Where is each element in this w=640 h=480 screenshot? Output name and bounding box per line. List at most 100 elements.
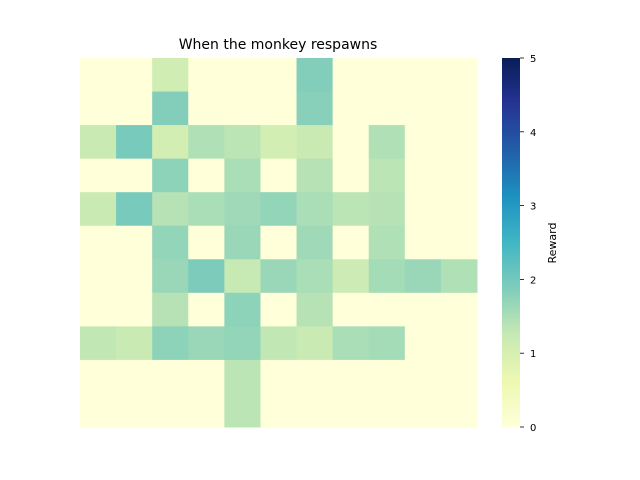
heatmap-cell-r0-c4 (224, 58, 261, 93)
heatmap-cell-r8-c7 (332, 326, 370, 361)
heatmap-cell-r5-c8 (368, 225, 406, 260)
heatmap-cell-r4-c2 (152, 192, 189, 227)
heatmap-cell-r3-c3 (188, 158, 225, 193)
heatmap-cell-r4-c3 (188, 192, 225, 227)
heatmap-cell-r5-c5 (260, 225, 298, 260)
heatmap-cell-r6-c5 (260, 259, 298, 294)
heatmap-cell-r1-c10 (440, 91, 478, 126)
heatmap-cell-r5-c1 (116, 225, 153, 260)
heatmap-cell-r4-c1 (116, 192, 153, 227)
heatmap-cell-r7-c8 (368, 292, 406, 327)
heatmap-cell-r6-c10 (440, 259, 478, 294)
heatmap-cell-r10-c8 (368, 393, 406, 428)
heatmap-cell-r5-c4 (224, 225, 261, 260)
heatmap-cell-r7-c7 (332, 292, 370, 327)
heatmap-cell-r9-c0 (80, 359, 117, 394)
heatmap-cell-r2-c8 (368, 125, 406, 160)
heatmap-cell-r5-c10 (440, 225, 478, 260)
heatmap-cell-r3-c7 (332, 158, 370, 193)
heatmap-cell-r3-c1 (116, 158, 153, 193)
heatmap-cell-r6-c3 (188, 259, 225, 294)
heatmap-cell-r3-c9 (404, 158, 442, 193)
heatmap-cell-r0-c5 (260, 58, 298, 93)
heatmap-cell-r3-c4 (224, 158, 261, 193)
heatmap-cell-r2-c9 (404, 125, 442, 160)
heatmap-cell-r2-c4 (224, 125, 261, 160)
colorbar-tick-label-1: 1 (530, 349, 536, 360)
heatmap-cell-r2-c3 (188, 125, 225, 160)
heatmap-cell-r2-c10 (440, 125, 478, 160)
heatmap-cell-r10-c1 (116, 393, 153, 428)
heatmap-cell-r4-c6 (296, 192, 334, 227)
heatmap-cell-r7-c0 (80, 292, 117, 327)
heatmap-cell-r10-c5 (260, 393, 298, 428)
heatmap-cell-r3-c8 (368, 158, 406, 193)
heatmap-cell-r0-c9 (404, 58, 442, 93)
colorbar-label: Reward (546, 223, 559, 264)
heatmap-cell-r6-c2 (152, 259, 189, 294)
heatmap-cell-r0-c0 (80, 58, 117, 93)
heatmap-cell-r0-c1 (116, 58, 153, 93)
colorbar-gradient (502, 58, 520, 427)
heatmap-cell-r2-c0 (80, 125, 117, 160)
heatmap-cell-r9-c4 (224, 359, 261, 394)
heatmap-cell-r6-c6 (296, 259, 334, 294)
heatmap-cell-r2-c1 (116, 125, 153, 160)
heatmap-cell-r8-c6 (296, 326, 334, 361)
heatmap-cell-r6-c0 (80, 259, 117, 294)
heatmap-cell-r4-c8 (368, 192, 406, 227)
heatmap-cell-r7-c9 (404, 292, 442, 327)
heatmap-cell-r1-c9 (404, 91, 442, 126)
heatmap-cell-r6-c7 (332, 259, 370, 294)
heatmap-cell-r7-c6 (296, 292, 334, 327)
colorbar-tick-label-0: 0 (530, 423, 536, 434)
heatmap-cell-r9-c5 (260, 359, 298, 394)
heatmap-cell-r9-c1 (116, 359, 153, 394)
heatmap-cell-r9-c9 (404, 359, 442, 394)
heatmap-cell-r9-c7 (332, 359, 370, 394)
heatmap-cell-r8-c10 (440, 326, 478, 361)
heatmap-cell-r10-c9 (404, 393, 442, 428)
heatmap-cell-r1-c2 (152, 91, 189, 126)
heatmap-cell-r2-c5 (260, 125, 298, 160)
heatmap-cell-r1-c8 (368, 91, 406, 126)
heatmap-cell-r8-c2 (152, 326, 189, 361)
heatmap-cell-r4-c0 (80, 192, 117, 227)
heatmap-cell-r4-c7 (332, 192, 370, 227)
heatmap-cell-r1-c1 (116, 91, 153, 126)
heatmap-cell-r1-c7 (332, 91, 370, 126)
heatmap-cell-r6-c1 (116, 259, 153, 294)
heatmap-cell-r4-c5 (260, 192, 298, 227)
heatmap-cell-r10-c0 (80, 393, 117, 428)
heatmap-cell-r7-c2 (152, 292, 189, 327)
heatmap-cell-r8-c0 (80, 326, 117, 361)
heatmap-cell-r10-c3 (188, 393, 225, 428)
heatmap-cell-r1-c5 (260, 91, 298, 126)
heatmap-cell-r9-c6 (296, 359, 334, 394)
heatmap-cell-r8-c4 (224, 326, 261, 361)
heatmap-cell-r7-c4 (224, 292, 261, 327)
heatmap-cell-r10-c10 (440, 393, 478, 428)
chart-title: When the monkey respawns (179, 37, 378, 53)
heatmap-cell-r10-c4 (224, 393, 261, 428)
heatmap-cell-r5-c3 (188, 225, 225, 260)
heatmap-cell-r7-c10 (440, 292, 478, 327)
heatmap-cells (80, 58, 478, 428)
heatmap-cell-r5-c0 (80, 225, 117, 260)
heatmap-cell-r3-c5 (260, 158, 298, 193)
heatmap-cell-r4-c10 (440, 192, 478, 227)
colorbar-tick-label-4: 4 (530, 128, 536, 139)
heatmap-cell-r3-c10 (440, 158, 478, 193)
heatmap-cell-r0-c6 (296, 58, 334, 93)
heatmap-cell-r2-c6 (296, 125, 334, 160)
heatmap-cell-r2-c2 (152, 125, 189, 160)
heatmap-cell-r5-c6 (296, 225, 334, 260)
heatmap-cell-r1-c4 (224, 91, 261, 126)
heatmap-cell-r3-c0 (80, 158, 117, 193)
heatmap-cell-r7-c3 (188, 292, 225, 327)
heatmap-cell-r5-c7 (332, 225, 370, 260)
colorbar-tick-label-3: 3 (530, 202, 536, 213)
heatmap-cell-r10-c6 (296, 393, 334, 428)
heatmap-cell-r1-c6 (296, 91, 334, 126)
